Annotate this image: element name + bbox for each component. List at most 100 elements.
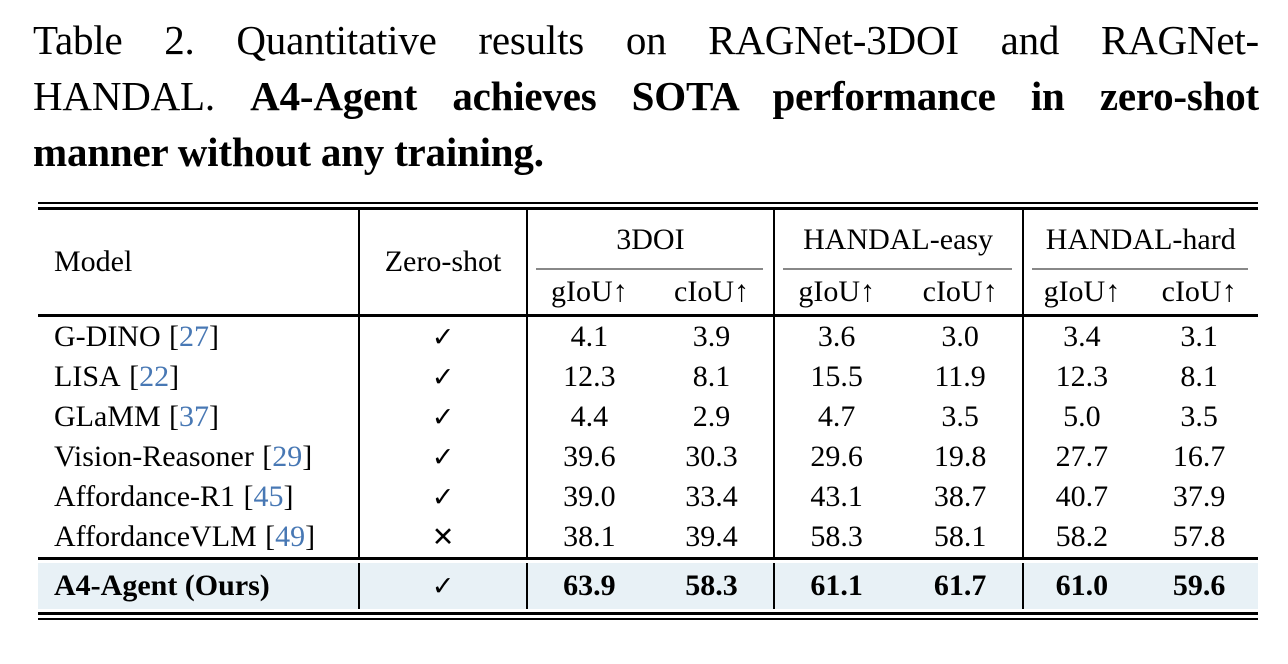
header-giou: gIoU↑	[773, 270, 899, 317]
table-row: LISA [22] ✓ 12.3 8.1 15.5 11.9 12.3 8.1	[38, 357, 1258, 397]
citation-link[interactable]: 49	[275, 520, 306, 553]
header-giou: gIoU↑	[527, 270, 651, 317]
metric-value: 8.1	[1180, 360, 1218, 393]
metric-value: 61.1	[773, 563, 899, 609]
zero-shot-mark: ✓	[358, 563, 529, 609]
metric-value: 16.7	[1172, 440, 1226, 473]
zero-shot-mark: ✓	[358, 437, 529, 477]
citation-bracket-open: [	[169, 320, 180, 353]
header-giou: gIoU↑	[1022, 270, 1141, 317]
metric-value: 38.1	[563, 520, 616, 553]
model-cell: A4-Agent (Ours)	[38, 563, 360, 609]
table-row: Vision-Reasoner [29] ✓ 39.6 30.3 29.6 19.8 27.7…	[38, 437, 1258, 477]
metric-value: 39.6	[563, 440, 616, 473]
metric-value: 5.0	[1063, 400, 1101, 433]
metric-value: 3.5	[898, 397, 1024, 437]
metric-value: 59.6	[1140, 563, 1258, 609]
metric-value: 3.1	[1180, 320, 1218, 353]
caption-line-3: manner without any training.	[33, 124, 1259, 180]
header-model: Model	[38, 210, 360, 317]
metric-value: 58.3	[810, 520, 863, 553]
zero-shot-mark: ✓	[358, 315, 529, 357]
model-name: GLaMM	[54, 400, 161, 433]
metric-value: 39.0	[563, 480, 616, 513]
metric-value: 4.4	[570, 400, 609, 433]
metric-value: 39.4	[650, 517, 775, 559]
metric-value: 8.1	[650, 357, 775, 397]
citation-bracket-close: ]	[209, 400, 220, 433]
bottom-rule-thin	[38, 618, 1258, 620]
metric-value: 63.9	[527, 563, 651, 609]
metric-value: 19.8	[898, 437, 1024, 477]
citation[interactable]: [37]	[169, 400, 219, 433]
metric-value: 3.9	[650, 315, 775, 357]
citation-bracket-open: [	[265, 520, 276, 553]
caption-bold-text: manner without any training.	[33, 129, 544, 175]
citation-bracket-open: [	[129, 360, 140, 393]
citation-bracket-close: ]	[283, 480, 294, 513]
model-name: LISA	[54, 360, 121, 393]
metric-value: 3.6	[817, 320, 856, 353]
header-group-handal-hard: HANDAL-hard	[1023, 210, 1258, 270]
header-group-handal-easy: HANDAL-easy	[773, 210, 1024, 270]
model-name: A4-Agent (Ours)	[54, 569, 270, 602]
model-cell: G-DINO [27]	[38, 315, 360, 357]
midrule-line	[38, 557, 1258, 563]
citation-bracket-open: [	[169, 400, 180, 433]
citation-link[interactable]: 29	[272, 440, 303, 473]
citation-link[interactable]: 22	[139, 360, 170, 393]
metric-value: 15.5	[810, 360, 863, 393]
citation-bracket-open: [	[243, 480, 254, 513]
metric-value: 2.9	[650, 397, 775, 437]
citation[interactable]: [45]	[243, 480, 293, 513]
citation[interactable]: [29]	[262, 440, 312, 473]
metric-value: 58.3	[650, 563, 775, 609]
citation-bracket-close: ]	[209, 320, 220, 353]
header-ciou: cIoU↑	[650, 270, 775, 317]
metric-value: 37.9	[1172, 480, 1226, 513]
model-name: Vision-Reasoner	[54, 440, 254, 473]
header-ciou: cIoU↑	[1140, 270, 1258, 317]
citation-link[interactable]: 37	[179, 400, 210, 433]
caption-text: HANDAL.	[33, 73, 251, 119]
citation-bracket-close: ]	[169, 360, 180, 393]
metric-value: 3.0	[898, 315, 1024, 357]
top-rule-thick	[38, 207, 1258, 210]
caption-line-1: Table 2. Quantitative results on RAGNet-…	[33, 12, 1259, 68]
metric-value: 29.6	[810, 440, 863, 473]
citation[interactable]: [49]	[265, 520, 315, 553]
table-row: AffordanceVLM [49] ✕ 38.1 39.4 58.3 58.1 58.2 57…	[38, 517, 1258, 559]
zero-shot-mark: ✓	[358, 397, 529, 437]
model-name: Affordance-R1	[54, 480, 236, 513]
citation[interactable]: [22]	[129, 360, 179, 393]
citation-link[interactable]: 27	[179, 320, 210, 353]
model-cell: Affordance-R1 [45]	[38, 477, 360, 517]
caption-line-2: HANDAL. A4-Agent achieves SOTA performan…	[33, 68, 1259, 124]
highlight-row-a4-agent: A4-Agent (Ours) ✓ 63.9 58.3 61.1 61.7 61.0 59.6	[38, 563, 1258, 609]
citation-link[interactable]: 45	[253, 480, 284, 513]
caption-bold-text: A4-Agent achieves SOTA performance in ze…	[250, 73, 1259, 119]
metric-value: 58.1	[898, 517, 1024, 559]
metric-value: 3.4	[1063, 320, 1101, 353]
table-caption: Table 2. Quantitative results on RAGNet-…	[33, 12, 1259, 180]
table-row: Affordance-R1 [45] ✓ 39.0 33.4 43.1 38.7 40.7 37…	[38, 477, 1258, 517]
header-ciou: cIoU↑	[898, 270, 1024, 317]
metric-value: 12.3	[1055, 360, 1109, 393]
benchmark-table: Model Zero-shot 3DOI HANDAL-easy HANDAL-…	[38, 210, 1258, 609]
metric-value: 57.8	[1172, 520, 1226, 553]
caption-text: Table 2. Quantitative results on RAGNet-…	[33, 17, 1259, 63]
model-cell: LISA [22]	[38, 357, 360, 397]
bottom-rule-thick	[38, 612, 1258, 615]
metric-value: 30.3	[650, 437, 775, 477]
metric-value: 3.5	[1180, 400, 1218, 433]
metric-value: 61.0	[1022, 563, 1141, 609]
metric-value: 33.4	[650, 477, 775, 517]
zero-shot-mark: ✓	[358, 477, 529, 517]
model-name: G-DINO	[54, 320, 161, 353]
header-group-3doi: 3DOI	[527, 210, 775, 270]
metric-value: 61.7	[898, 563, 1024, 609]
metric-value: 11.9	[898, 357, 1024, 397]
table-row: GLaMM [37] ✓ 4.4 2.9 4.7 3.5 5.0 3.5	[38, 397, 1258, 437]
citation[interactable]: [27]	[169, 320, 219, 353]
